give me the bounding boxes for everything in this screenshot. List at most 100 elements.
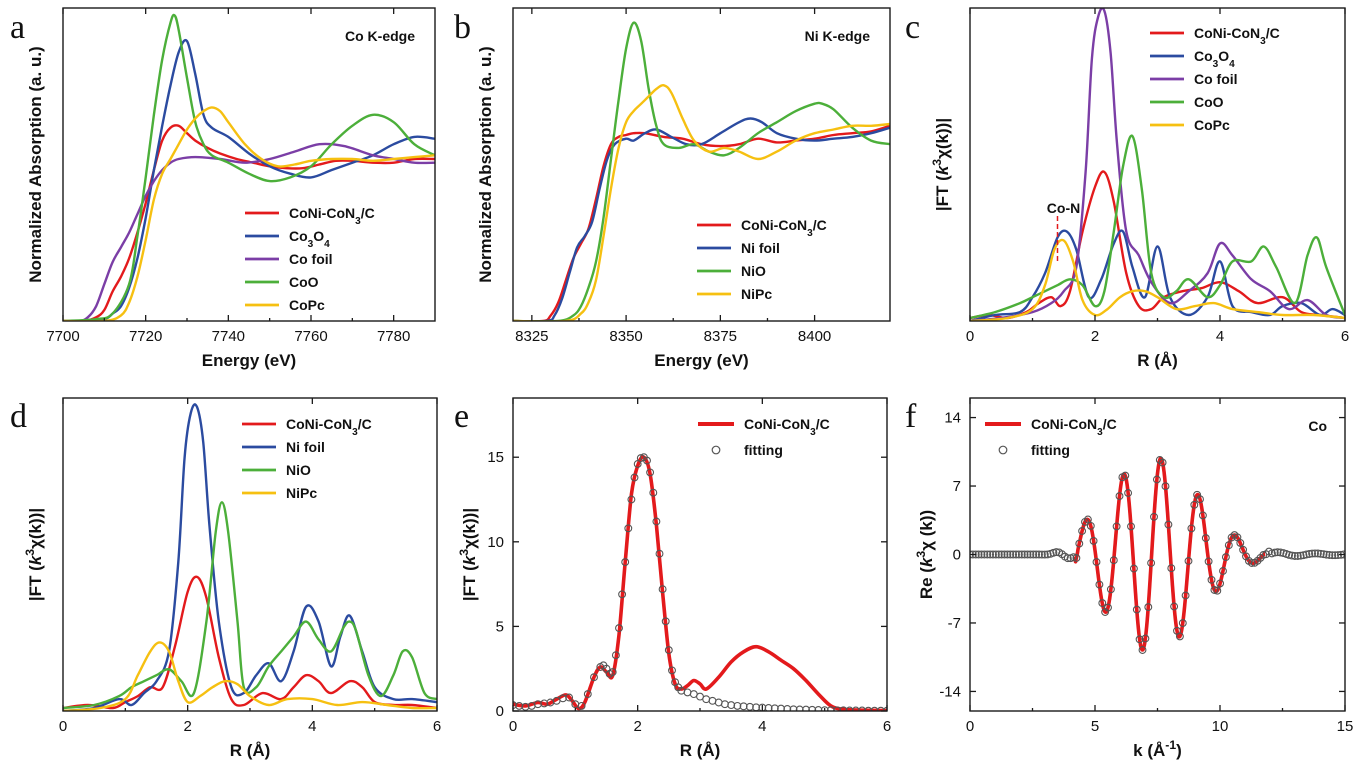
x-tick-label: 4 <box>758 718 766 735</box>
x-axis-label: R (Å) <box>1137 351 1178 370</box>
fitting-marker <box>1285 550 1294 559</box>
fitting-marker <box>1170 602 1179 611</box>
fitting-marker <box>1236 538 1245 547</box>
fitting-marker <box>1184 557 1193 565</box>
fitting-marker <box>643 456 651 465</box>
x-tick-label: 0 <box>59 718 67 735</box>
fitting-marker <box>1302 550 1311 559</box>
x-tick-label: 7780 <box>377 328 410 345</box>
fitting-marker <box>1135 635 1144 644</box>
panel-label-c: c <box>905 9 920 46</box>
fitting-marker <box>1003 550 1012 559</box>
x-tick-label: 4 <box>308 718 316 735</box>
fitting-marker <box>1115 492 1124 501</box>
legend-label: Ni foil <box>741 240 780 256</box>
legend-label: NiO <box>741 263 766 279</box>
legend-label: NiO <box>286 462 311 478</box>
fitting-marker <box>1313 549 1322 558</box>
fitting-marker <box>1035 550 1043 559</box>
fitting-marker <box>764 704 773 711</box>
fitting-marker <box>1109 556 1118 565</box>
y-tick-label: 0 <box>953 547 961 564</box>
fitting-marker <box>1196 495 1204 504</box>
fitting-marker <box>618 590 627 599</box>
panel-e: e 0 2 4 6 0 5 10 15 R (Å) |FT (k3χ(k))| CoNi-CoN3/C… <box>454 397 891 760</box>
fitting-marker <box>1049 548 1058 557</box>
x-tick-label: 6 <box>883 718 891 735</box>
series-line-2 <box>63 501 437 710</box>
panel-label-b: b <box>454 9 471 46</box>
plot-frame <box>62 7 436 322</box>
fitting-marker <box>1290 552 1299 560</box>
fitting-marker <box>608 668 617 677</box>
x-tick-label: 4 <box>1216 328 1224 345</box>
fitting-marker <box>1311 549 1319 558</box>
fitting-marker <box>1167 564 1176 573</box>
fitting-marker <box>1213 586 1222 595</box>
panel-annotation: Ni K-edge <box>805 28 871 44</box>
x-tick-label: 5 <box>1091 718 1099 735</box>
fitting-marker <box>664 646 673 655</box>
legend-label: Co foil <box>289 251 333 267</box>
fitting-marker <box>1293 552 1302 560</box>
fitting-marker <box>1132 605 1141 614</box>
panel-annotation: Co <box>1308 418 1327 434</box>
legend-label: Co foil <box>1194 71 1238 87</box>
fitting-marker <box>1078 527 1087 535</box>
fitting-marker <box>1201 534 1210 543</box>
fitting-marker <box>1072 554 1081 562</box>
fitting-marker <box>1207 575 1216 584</box>
fitting-marker <box>683 688 692 697</box>
legend-marker <box>711 445 721 455</box>
legend-item: CoNi-CoN3/C <box>245 205 375 227</box>
legend-item: NiO <box>697 263 766 279</box>
fitting-marker <box>1221 553 1230 562</box>
fitting-marker <box>1161 482 1170 491</box>
legend-label: CoNi-CoN3/C <box>741 217 827 239</box>
panel-label-f: f <box>905 398 917 435</box>
x-tick-label: 8350 <box>609 328 642 345</box>
x-tick-label: 8325 <box>515 328 548 345</box>
panel-a: a 7700 7720 7740 7760 7780 Energy (eV) Normaliz… <box>10 7 436 370</box>
fitting-marker <box>1152 475 1161 484</box>
fitting-marker <box>1296 551 1305 560</box>
series-line-3 <box>63 641 437 711</box>
legend-item: Co foil <box>245 251 333 267</box>
fitting-marker <box>1175 632 1184 641</box>
fitting-marker <box>661 617 670 626</box>
legend-item: CoO <box>245 274 319 290</box>
fitting-marker <box>1106 585 1115 594</box>
legend-label: CoNi-CoN3/C <box>1031 416 1117 438</box>
series-line-4 <box>970 238 1345 321</box>
fitting-marker <box>733 701 742 710</box>
fitting-marker <box>1144 603 1153 612</box>
x-tick-label: 0 <box>966 328 974 345</box>
y-axis-label: |FT (k3χ(k))| <box>930 118 952 211</box>
x-tick-label: 7720 <box>129 328 162 345</box>
fitting-marker <box>621 558 630 567</box>
fitting-marker <box>658 585 667 594</box>
fitting-marker <box>649 488 658 497</box>
x-tick-label: 15 <box>1337 718 1354 735</box>
panel-annotation: Co K-edge <box>345 28 415 44</box>
fitting-marker <box>1198 511 1207 520</box>
fitting-marker <box>1009 550 1018 559</box>
legend-item: CoPc <box>245 297 325 313</box>
x-tick-label: 7760 <box>294 328 327 345</box>
fitting-marker <box>1190 500 1199 509</box>
fitting-marker <box>1224 541 1233 550</box>
fitting-marker <box>1273 548 1282 557</box>
panel-f: f 0 5 10 15 -14 -7 0 7 14 k (Å-1) Re (k3χ (k)) Co CoN… <box>905 397 1354 760</box>
fitting-marker <box>820 706 829 711</box>
x-axis-label: Energy (eV) <box>654 351 748 370</box>
legend-item: CoNi-CoN3/C <box>697 217 827 239</box>
panel-label-a: a <box>10 9 25 46</box>
fitting-marker <box>980 550 989 559</box>
fitting-marker <box>1187 524 1196 533</box>
fitting-marker <box>1037 550 1046 559</box>
fitting-marker <box>1092 558 1101 566</box>
legend-label: fitting <box>1031 442 1070 458</box>
co-n-label: Co-N <box>1047 200 1080 216</box>
y-tick-label: -14 <box>939 683 961 700</box>
fitting-marker <box>1043 550 1052 559</box>
